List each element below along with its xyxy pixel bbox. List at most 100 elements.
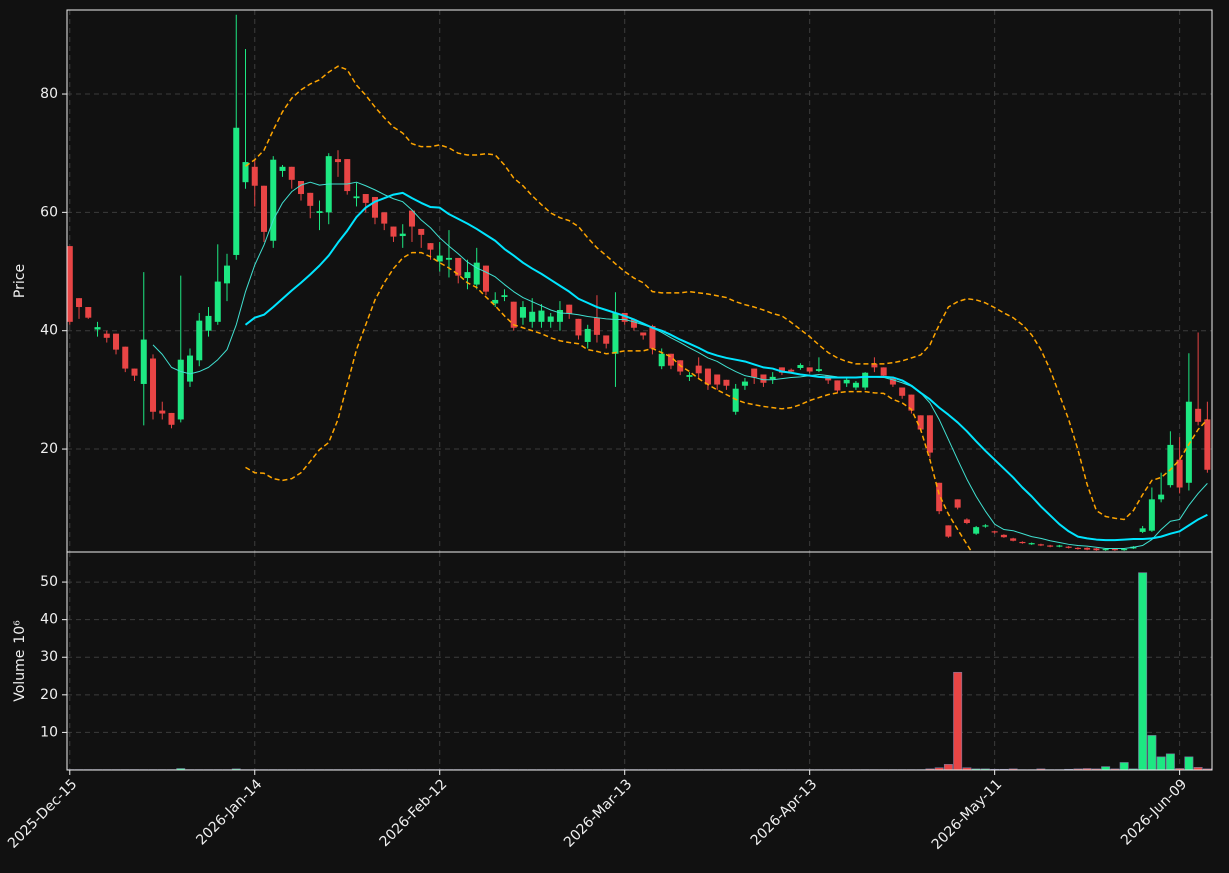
- candle-body: [1185, 401, 1192, 483]
- candle-body: [1111, 549, 1118, 551]
- volume-bar: [925, 768, 935, 770]
- volume-bar: [176, 768, 186, 770]
- volume-bar: [980, 768, 990, 770]
- candle-body: [529, 311, 536, 322]
- candle-body: [945, 525, 952, 537]
- volume-bar: [1119, 762, 1129, 770]
- candle-body: [1056, 545, 1063, 547]
- y-tick-label: 20: [40, 687, 58, 703]
- candle-body: [510, 301, 517, 328]
- candle-body: [288, 166, 295, 180]
- volume-bar: [1082, 768, 1092, 770]
- volume-bar: [1091, 768, 1101, 770]
- y-tick-label: 40: [40, 612, 58, 628]
- candle-body: [316, 211, 323, 213]
- candle-body: [482, 265, 489, 292]
- candle-body: [1084, 547, 1091, 550]
- candle-body: [427, 243, 434, 250]
- candle-body: [140, 339, 147, 384]
- candle-body: [1102, 549, 1109, 551]
- candle-body: [1010, 538, 1017, 541]
- candle-body: [1037, 544, 1044, 546]
- volume-bar: [1138, 572, 1148, 770]
- y-tick-label: 80: [40, 86, 58, 102]
- candle-body: [714, 374, 721, 385]
- candle-body: [1019, 541, 1026, 544]
- candle-body: [936, 482, 943, 512]
- candle-body: [908, 394, 915, 411]
- volume-bar: [1147, 735, 1157, 770]
- candle-body: [113, 333, 120, 350]
- candle-body: [270, 159, 277, 241]
- volume-bar: [971, 768, 981, 770]
- candle-body: [1148, 499, 1155, 531]
- candle-body: [1000, 534, 1007, 538]
- candle-body: [362, 194, 369, 203]
- y-tick-label: 40: [40, 323, 58, 339]
- candle-body: [852, 382, 859, 388]
- grid-layer: [67, 10, 1212, 770]
- candle-body: [390, 226, 397, 237]
- candle-body: [103, 333, 110, 338]
- candle-body: [1204, 419, 1211, 470]
- volume-bar: [1110, 768, 1120, 770]
- candle-body: [1158, 494, 1165, 500]
- volume-frame: [66, 551, 1213, 771]
- candle-body: [76, 298, 83, 308]
- candle-body: [880, 367, 887, 376]
- candle-body: [871, 363, 878, 368]
- candle-body: [926, 415, 933, 453]
- candle-body: [94, 327, 101, 330]
- candle-body: [556, 309, 563, 322]
- candle-body: [344, 159, 351, 192]
- candle-body: [899, 387, 906, 396]
- candle-body: [917, 415, 924, 430]
- candle-body: [806, 367, 813, 372]
- candle-body: [1139, 528, 1146, 532]
- candle-body: [131, 368, 138, 376]
- candle-body: [658, 353, 665, 367]
- candle-body: [843, 379, 850, 384]
- candle-body: [1093, 548, 1100, 551]
- y-tick-label: 50: [40, 574, 58, 590]
- candle-body: [982, 525, 989, 527]
- candle-body: [473, 262, 480, 285]
- candle-body: [778, 367, 785, 373]
- candle-body: [381, 212, 388, 224]
- candle-body: [630, 319, 637, 328]
- candle-body: [223, 265, 231, 284]
- candle-body: [649, 325, 656, 349]
- candle-body: [741, 381, 748, 386]
- candle-body: [122, 346, 129, 369]
- candle-body: [760, 374, 767, 383]
- candle-body: [954, 499, 961, 508]
- candle-body: [547, 316, 554, 322]
- price-layer: [67, 14, 1211, 552]
- candle-body: [187, 355, 194, 382]
- volume-axis-label: Volume 10⁶: [12, 620, 28, 702]
- volume-bar: [943, 764, 953, 770]
- volume-bar: [1156, 756, 1166, 770]
- candle-body: [233, 127, 240, 255]
- y-tick-label: 10: [40, 724, 58, 740]
- candle-body: [436, 255, 443, 262]
- candle-body: [1028, 543, 1035, 545]
- candle-body: [1167, 444, 1174, 486]
- candle-body: [1065, 546, 1072, 548]
- candle-body: [751, 368, 758, 378]
- indicator-line: [244, 191, 1208, 542]
- candle-body: [538, 310, 545, 322]
- y-tick-label: 30: [40, 649, 58, 665]
- candle-body: [732, 388, 739, 412]
- candle-body: [621, 312, 628, 322]
- candle-body: [251, 166, 258, 186]
- candle-body: [242, 162, 249, 183]
- volume-bar: [1008, 768, 1018, 770]
- candle-body: [307, 192, 314, 206]
- candle-body: [399, 233, 406, 237]
- candle-body: [1047, 545, 1054, 547]
- candle-body: [686, 375, 693, 377]
- candle-body: [1074, 547, 1081, 550]
- volume-bar: [1175, 768, 1185, 770]
- indicator-line: [152, 181, 1208, 549]
